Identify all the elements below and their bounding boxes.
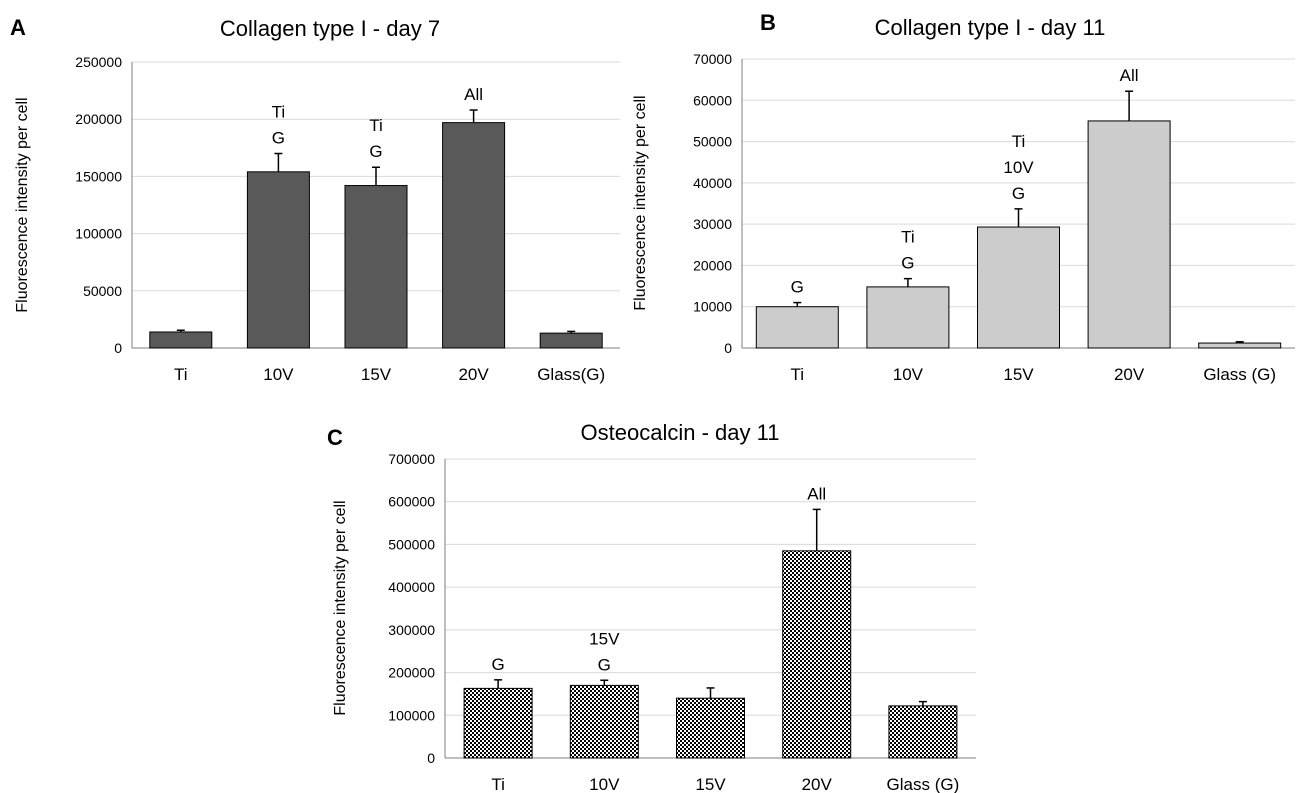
panel-c-letter: C xyxy=(327,425,343,450)
panel-c-y-tick-label: 100000 xyxy=(388,707,435,723)
panel-c-y-tick-label: 400000 xyxy=(388,579,435,595)
panel-b-x-tick-label: 20V xyxy=(1114,365,1145,384)
panel-c-bar xyxy=(888,705,958,759)
panel-c-title: Osteocalcin - day 11 xyxy=(581,420,780,445)
panel-c-x-tick-label: Ti xyxy=(491,775,505,793)
panel-b-significance-label: G xyxy=(901,254,914,273)
panel-b-y-tick-label: 20000 xyxy=(693,257,732,273)
panel-a-y-tick-label: 150000 xyxy=(75,168,122,184)
panel-a: A Collagen type I - day 7 Fluorescence i… xyxy=(10,15,620,384)
panel-a-y-tick-label: 100000 xyxy=(75,226,122,242)
panel-c-y-axis-label: Fluorescence intensity per cell xyxy=(332,500,349,715)
panel-a-x-tick-label: Ti xyxy=(174,365,188,384)
panel-b-significance-label: G xyxy=(791,278,804,297)
panel-a-title: Collagen type I - day 7 xyxy=(220,16,440,41)
panel-a-y-tick-label: 200000 xyxy=(75,111,122,127)
panel-b-y-tick-label: 40000 xyxy=(693,175,732,191)
panel-a-y-axis-label: Fluorescence intensity per cell xyxy=(14,97,31,312)
panel-c: C Osteocalcin - day 11 Fluorescence inte… xyxy=(327,420,976,793)
panel-b-y-tick-label: 0 xyxy=(724,340,732,356)
panel-b-bar xyxy=(1198,342,1282,349)
panel-b-significance-label: Ti xyxy=(1012,132,1026,151)
panel-a-significance-label: G xyxy=(369,142,382,161)
panel-a-significance-label: G xyxy=(272,129,285,148)
panel-b-x-tick-label: Ti xyxy=(791,365,805,384)
panel-b-y-axis-label: Fluorescence intensity per cell xyxy=(632,95,649,310)
panel-c-y-tick-label: 200000 xyxy=(388,665,435,681)
panel-b-significance-label: G xyxy=(1012,184,1025,203)
panel-b-significance-label: 10V xyxy=(1003,158,1034,177)
panel-b-bar xyxy=(1087,120,1171,349)
panel-c-significance-label: 15V xyxy=(589,629,620,648)
panel-b-y-tick-label: 70000 xyxy=(693,51,732,67)
panel-c-bar xyxy=(569,684,639,759)
panel-c-y-tick-label: 600000 xyxy=(388,494,435,510)
panel-b-y-tick-label: 10000 xyxy=(693,299,732,315)
panel-c-bar xyxy=(463,687,533,759)
panel-a-plot: 0 50000 100000 150000 200000 250000 Ti 10V Ti G 15… xyxy=(75,54,620,384)
panel-c-x-tick-label: Glass (G) xyxy=(887,775,960,793)
panel-a-x-tick-label: 15V xyxy=(361,365,392,384)
panel-c-bar xyxy=(782,550,852,759)
panel-b-significance-label: Ti xyxy=(901,228,915,247)
panel-a-y-tick-label: 250000 xyxy=(75,54,122,70)
panel-a-x-tick-label: 10V xyxy=(263,365,294,384)
panel-c-significance-label: G xyxy=(598,655,611,674)
panel-c-significance-label: All xyxy=(807,484,826,503)
panel-b-title: Collagen type I - day 11 xyxy=(875,15,1106,40)
panel-a-y-tick-label: 0 xyxy=(114,340,122,356)
panel-c-y-tick-label: 500000 xyxy=(388,536,435,552)
panel-b-bar xyxy=(866,286,950,349)
panel-b-y-tick-label: 50000 xyxy=(693,134,732,150)
panel-a-bar xyxy=(246,171,310,349)
panel-b-y-tick-label: 30000 xyxy=(693,216,732,232)
panel-c-x-tick-label: 10V xyxy=(589,775,620,793)
panel-b-letter: B xyxy=(760,10,776,35)
panel-c-y-tick-label: 0 xyxy=(427,750,435,766)
panel-b-plot: 0 10000 20000 30000 40000 50000 60000 70000 Ti G 1… xyxy=(693,51,1295,384)
panel-c-x-tick-label: 15V xyxy=(695,775,726,793)
panel-c-y-tick-label: 700000 xyxy=(388,451,435,467)
panel-a-significance-label: Ti xyxy=(272,103,286,122)
panel-c-significance-label: G xyxy=(491,655,504,674)
panel-a-bar xyxy=(344,185,408,349)
panel-b-y-tick-label: 60000 xyxy=(693,92,732,108)
panel-a-significance-label: All xyxy=(464,85,483,104)
panel-a-bar xyxy=(539,332,603,349)
panel-b-bar xyxy=(977,226,1060,349)
panel-b-bar xyxy=(755,306,839,349)
panel-a-y-tick-label: 50000 xyxy=(83,283,122,299)
panel-c-y-tick-label: 300000 xyxy=(388,622,435,638)
panel-b-x-tick-label: 15V xyxy=(1003,365,1034,384)
panel-a-bar xyxy=(442,122,506,349)
panel-b-x-tick-label: 10V xyxy=(893,365,924,384)
panel-b-significance-label: All xyxy=(1120,66,1139,85)
panel-b-x-tick-label: Glass (G) xyxy=(1203,365,1276,384)
panel-a-letter: A xyxy=(10,15,26,40)
panel-a-significance-label: Ti xyxy=(369,116,383,135)
panel-c-plot: 0 100000 200000 300000 400000 500000 600000 700… xyxy=(388,451,976,793)
panel-c-x-tick-label: 20V xyxy=(802,775,833,793)
panel-a-x-tick-label: Glass(G) xyxy=(537,365,605,384)
panel-c-bar xyxy=(676,697,745,759)
panel-a-x-tick-label: 20V xyxy=(458,365,489,384)
panel-b: B Collagen type I - day 11 Fluorescence … xyxy=(632,10,1295,384)
panel-a-bar xyxy=(149,331,213,349)
